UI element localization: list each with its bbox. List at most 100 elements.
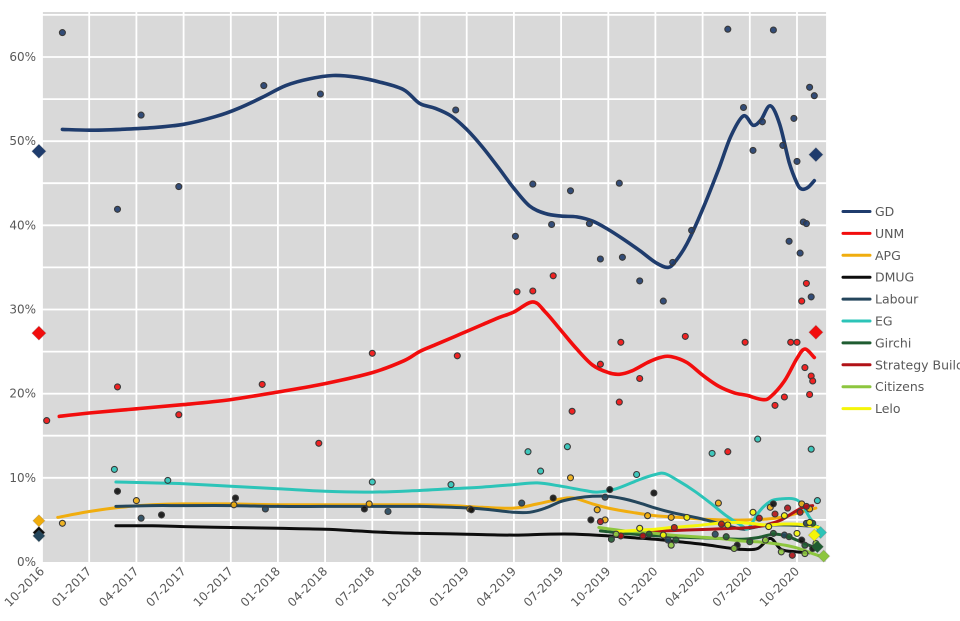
poll-point — [793, 338, 801, 346]
poll-point — [724, 521, 732, 529]
legend-label: Citizens — [875, 379, 924, 394]
poll-point — [636, 374, 644, 383]
poll-point — [113, 487, 122, 495]
poll-point — [806, 518, 814, 526]
series-diamonds-labour — [32, 529, 46, 543]
poll-point — [755, 514, 763, 522]
election-result-diamond — [31, 143, 47, 160]
poll-point — [587, 516, 595, 524]
series-diamonds-girchi — [810, 540, 825, 554]
poll-point — [790, 114, 798, 122]
poll-point — [801, 541, 809, 549]
poll-point — [316, 90, 324, 98]
poll-point — [617, 338, 625, 346]
poll-point — [639, 532, 647, 540]
poll-point — [524, 448, 532, 456]
poll-point — [749, 508, 757, 516]
series-diamonds-unm — [31, 324, 824, 341]
poll-point — [802, 502, 810, 510]
poll-point — [568, 407, 576, 415]
series-line-unm — [57, 300, 817, 419]
poll-point — [688, 226, 696, 234]
poll-point — [670, 523, 678, 532]
poll-point — [537, 467, 545, 475]
poll-point — [650, 489, 658, 497]
poll-point — [801, 364, 809, 372]
poll-point — [447, 481, 455, 489]
poll-point — [110, 465, 118, 473]
legend-label: Labour — [875, 292, 919, 307]
series-diamonds-citizens — [816, 549, 831, 563]
poll-point — [769, 529, 777, 537]
trend-line-strategy-builder — [638, 504, 815, 534]
poll-point — [549, 494, 557, 502]
election-result-diamond — [810, 540, 825, 554]
legend-item-citizens: Citizens — [841, 379, 924, 394]
x-tick-label: 10-2017 — [191, 564, 236, 609]
poll-point — [672, 536, 680, 544]
poll-point — [260, 82, 268, 90]
election-result-diamond — [808, 324, 824, 340]
poll-point — [548, 220, 556, 229]
poll-point — [452, 106, 460, 114]
poll-point — [739, 103, 748, 112]
poll-point — [596, 255, 604, 263]
legend-item-dmug: DMUG — [841, 270, 914, 285]
x-tick-label: 10-2020 — [757, 564, 802, 609]
series-line-eg — [114, 471, 821, 532]
poll-point — [741, 338, 749, 346]
poll-point — [664, 536, 672, 544]
x-tick-label: 01-2017 — [49, 564, 94, 609]
legend-label: DMUG — [875, 270, 914, 285]
series-line-lelo — [614, 520, 821, 534]
poll-point — [365, 500, 373, 508]
legend-label: Lelo — [875, 401, 901, 416]
trend-line-apg — [56, 496, 818, 522]
poll-point — [714, 499, 722, 507]
x-tick-label: 07-2017 — [143, 564, 188, 609]
poll-point — [563, 443, 571, 451]
poll-point — [511, 232, 519, 240]
poll-point — [802, 220, 810, 228]
x-tick-label: 01-2020 — [615, 564, 660, 609]
poll-point — [132, 497, 140, 505]
x-tick-label: 10-2016 — [2, 564, 47, 609]
poll-point — [784, 504, 792, 512]
poll-point — [636, 524, 644, 532]
trend-line-gd — [60, 73, 817, 270]
y-tick-label: 10% — [9, 471, 36, 485]
y-axis-labels: 0% 10% 20% 30% 40% 50% 60% — [9, 50, 36, 569]
poll-point — [636, 277, 644, 285]
x-tick-label: 01-2018 — [238, 564, 283, 609]
legend-item-unm: UNM — [841, 226, 904, 241]
poll-point — [801, 550, 809, 558]
x-tick-label: 01-2019 — [426, 564, 471, 609]
poll-point — [596, 518, 604, 526]
poll-point — [669, 258, 677, 266]
poll-point — [785, 533, 793, 541]
poll-point — [777, 548, 785, 556]
y-tick-label: 50% — [9, 134, 36, 148]
x-tick-label: 04-2019 — [474, 564, 519, 609]
y-tick-label: 40% — [9, 218, 36, 232]
poll-point — [769, 500, 777, 508]
poll-point — [724, 25, 732, 33]
legend-label: Strategy Builder — [875, 357, 960, 372]
x-tick-label: 10-2018 — [379, 564, 424, 609]
trend-line-lelo — [614, 520, 821, 534]
poll-point — [467, 506, 475, 514]
poll-point — [315, 439, 323, 447]
legend-label: UNM — [875, 226, 904, 241]
gridlines — [41, 12, 828, 562]
y-tick-label: 30% — [9, 303, 36, 317]
poll-point — [724, 448, 732, 456]
election-result-diamond — [31, 325, 47, 341]
poll-point — [683, 513, 691, 521]
poll-point — [771, 401, 779, 409]
poll-point — [618, 253, 626, 261]
trend-line-unm — [57, 300, 817, 419]
poll-point — [529, 180, 537, 188]
poll-point — [802, 279, 810, 287]
poll-point — [43, 417, 51, 425]
